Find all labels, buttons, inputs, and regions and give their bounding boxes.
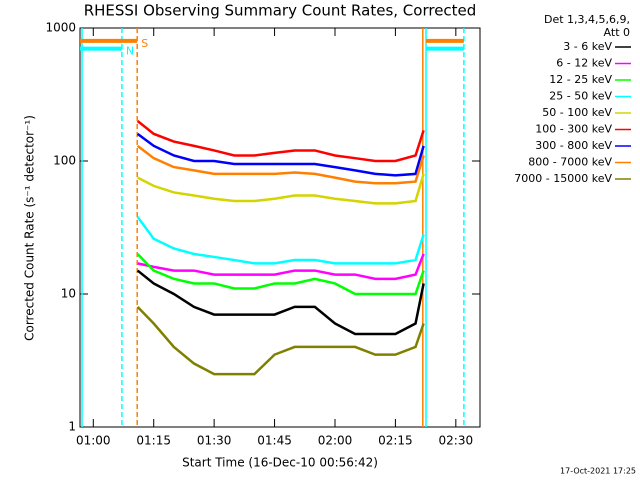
footer: 17-Oct-2021 17:25 [560, 467, 636, 476]
y-axis-label: Corrected Count Rate (s⁻¹ detector⁻¹) [23, 115, 37, 341]
x-tick-label: 02:15 [378, 434, 413, 448]
series-line [136, 144, 425, 185]
x-tick-label: 01:30 [197, 434, 232, 448]
y-tick-label: 1 [68, 420, 76, 434]
legend-label: 6 - 12 keV [556, 57, 612, 70]
series-line [136, 253, 425, 296]
x-tick-label: 01:00 [76, 434, 111, 448]
legend-title: Att 0 [604, 26, 630, 39]
x-tick-label: 01:15 [136, 434, 171, 448]
y-tick-label: 10 [61, 287, 76, 301]
legend-label: 300 - 800 keV [535, 139, 612, 152]
flag-label: N [126, 45, 134, 58]
x-tick-label: 02:30 [439, 434, 474, 448]
x-tick-label: 01:45 [257, 434, 292, 448]
legend-label: 800 - 7000 keV [528, 156, 612, 169]
chart-title: RHESSI Observing Summary Count Rates, Co… [84, 2, 477, 20]
series-line [136, 306, 425, 376]
legend-title: Det 1,3,4,5,6,9, [544, 13, 630, 26]
series-line [136, 132, 425, 177]
y-tick-label: 100 [53, 154, 76, 168]
series-line [136, 119, 425, 163]
x-tick-label: 02:00 [318, 434, 353, 448]
legend-label: 7000 - 15000 keV [514, 172, 612, 185]
x-axis-label: Start Time (16-Dec-10 00:56:42) [182, 456, 378, 470]
series-line [136, 216, 425, 265]
series-line [136, 269, 425, 336]
legend-label: 100 - 300 keV [535, 123, 612, 136]
legend-label: 50 - 100 keV [542, 106, 612, 119]
plot-frame [79, 27, 481, 428]
legend-label: 12 - 25 keV [549, 73, 612, 86]
flag-label: S [141, 37, 148, 50]
series-line [137, 173, 425, 205]
legend-label: 25 - 50 keV [549, 90, 612, 103]
series-line [137, 253, 425, 281]
y-tick-label: 1000 [45, 21, 76, 35]
legend-label: 3 - 6 keV [563, 40, 612, 53]
